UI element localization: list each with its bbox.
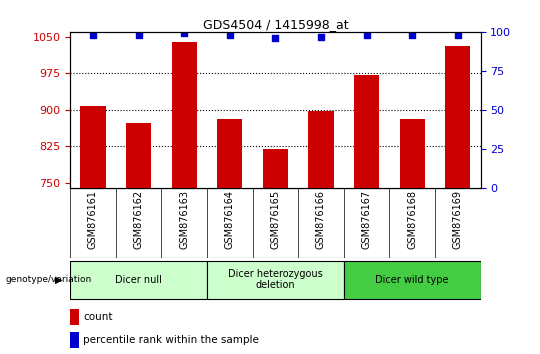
Text: GSM876165: GSM876165 xyxy=(271,190,280,249)
Text: ▶: ▶ xyxy=(55,275,62,285)
Bar xyxy=(70,261,207,299)
Bar xyxy=(126,123,151,188)
Title: GDS4504 / 1415998_at: GDS4504 / 1415998_at xyxy=(202,18,348,31)
Text: GSM876167: GSM876167 xyxy=(362,190,372,249)
Bar xyxy=(344,261,481,299)
Bar xyxy=(70,332,79,348)
Point xyxy=(226,32,234,38)
Text: GSM876162: GSM876162 xyxy=(133,190,144,249)
Text: percentile rank within the sample: percentile rank within the sample xyxy=(83,335,259,346)
Bar xyxy=(207,261,344,299)
Bar xyxy=(400,120,425,188)
Bar xyxy=(80,106,105,188)
Text: GSM876168: GSM876168 xyxy=(407,190,417,249)
Bar xyxy=(217,120,242,188)
Text: GSM876163: GSM876163 xyxy=(179,190,189,249)
Text: genotype/variation: genotype/variation xyxy=(5,275,92,284)
Bar xyxy=(354,75,379,188)
Point xyxy=(454,32,462,38)
Point xyxy=(89,32,97,38)
Point xyxy=(180,30,188,36)
Text: GSM876166: GSM876166 xyxy=(316,190,326,249)
Text: GSM876164: GSM876164 xyxy=(225,190,235,249)
Text: Dicer wild type: Dicer wild type xyxy=(375,275,449,285)
Point xyxy=(316,34,325,39)
Bar xyxy=(70,309,79,325)
Text: Dicer heterozygous
deletion: Dicer heterozygous deletion xyxy=(228,269,323,291)
Point xyxy=(408,32,416,38)
Point xyxy=(362,32,371,38)
Text: count: count xyxy=(83,312,113,322)
Point xyxy=(271,35,280,41)
Bar xyxy=(308,111,334,188)
Bar xyxy=(263,149,288,188)
Text: GSM876161: GSM876161 xyxy=(88,190,98,249)
Bar xyxy=(172,42,197,188)
Point xyxy=(134,32,143,38)
Text: GSM876169: GSM876169 xyxy=(453,190,463,249)
Bar xyxy=(446,46,470,188)
Text: Dicer null: Dicer null xyxy=(115,275,162,285)
